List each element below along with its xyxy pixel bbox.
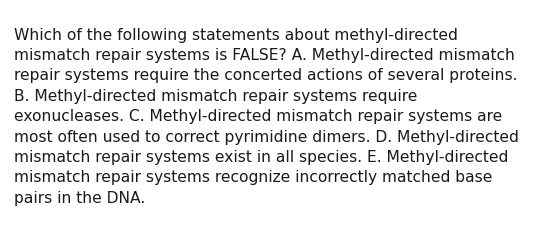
Text: Which of the following statements about methyl-directed
mismatch repair systems : Which of the following statements about … xyxy=(14,27,519,205)
